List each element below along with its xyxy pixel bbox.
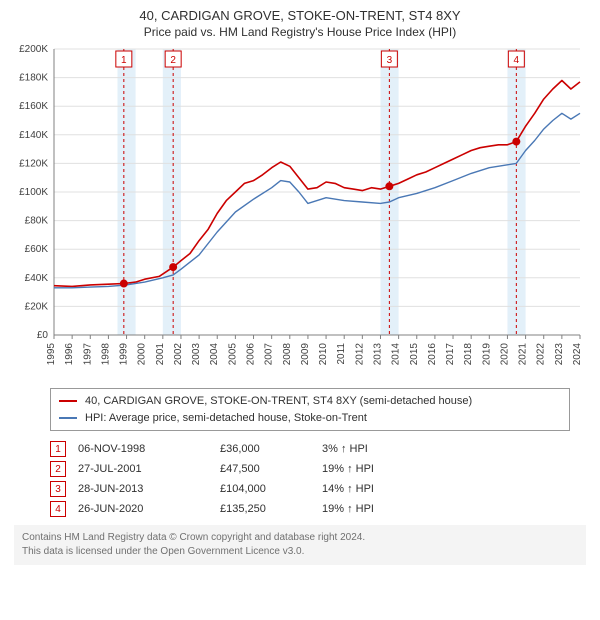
svg-text:1996: 1996 xyxy=(64,343,75,366)
svg-text:2005: 2005 xyxy=(227,343,238,366)
svg-text:2022: 2022 xyxy=(536,343,547,366)
sale-pct: 3% ↑ HPI xyxy=(322,443,432,455)
sale-price: £135,250 xyxy=(220,503,310,515)
sale-badge: 3 xyxy=(50,481,66,497)
svg-text:£120K: £120K xyxy=(19,158,48,169)
sale-date: 06-NOV-1998 xyxy=(78,443,208,455)
footer-notice: Contains HM Land Registry data © Crown c… xyxy=(14,525,586,565)
sale-date: 27-JUL-2001 xyxy=(78,463,208,475)
svg-text:£60K: £60K xyxy=(25,244,49,255)
svg-text:2000: 2000 xyxy=(137,343,148,366)
svg-text:2013: 2013 xyxy=(372,343,383,366)
table-row: 4 26-JUN-2020 £135,250 19% ↑ HPI xyxy=(50,499,590,519)
legend-swatch xyxy=(59,417,77,419)
svg-text:£140K: £140K xyxy=(19,130,48,141)
sale-date: 26-JUN-2020 xyxy=(78,503,208,515)
svg-text:2007: 2007 xyxy=(264,343,275,366)
svg-text:2: 2 xyxy=(170,55,176,66)
sale-price: £104,000 xyxy=(220,483,310,495)
sale-pct: 19% ↑ HPI xyxy=(322,463,432,475)
svg-text:2008: 2008 xyxy=(282,343,293,366)
svg-text:2016: 2016 xyxy=(427,343,438,366)
line-chart: £0 £20K £40K £60K £80K £100K £120K £140K £160K £1… xyxy=(10,43,590,377)
legend-swatch xyxy=(59,400,77,402)
legend-item: 40, CARDIGAN GROVE, STOKE-ON-TRENT, ST4 … xyxy=(59,393,561,410)
sale-price: £47,500 xyxy=(220,463,310,475)
svg-text:2009: 2009 xyxy=(300,343,311,366)
sale-badge: 1 xyxy=(50,441,66,457)
table-row: 1 06-NOV-1998 £36,000 3% ↑ HPI xyxy=(50,439,590,459)
svg-text:2024: 2024 xyxy=(572,343,583,366)
footer-line: Contains HM Land Registry data © Crown c… xyxy=(22,531,578,545)
svg-text:£160K: £160K xyxy=(19,101,48,112)
svg-text:1998: 1998 xyxy=(100,343,111,366)
svg-text:2019: 2019 xyxy=(481,343,492,366)
legend: 40, CARDIGAN GROVE, STOKE-ON-TRENT, ST4 … xyxy=(50,388,570,431)
legend-item: HPI: Average price, semi-detached house,… xyxy=(59,410,561,427)
footer-line: This data is licensed under the Open Gov… xyxy=(22,545,578,559)
svg-text:£100K: £100K xyxy=(19,187,48,198)
svg-text:2001: 2001 xyxy=(155,343,166,366)
svg-text:£0: £0 xyxy=(37,330,49,341)
legend-label: HPI: Average price, semi-detached house,… xyxy=(85,410,367,427)
svg-text:2018: 2018 xyxy=(463,343,474,366)
svg-text:2006: 2006 xyxy=(246,343,257,366)
svg-text:2014: 2014 xyxy=(391,343,402,366)
svg-text:2017: 2017 xyxy=(445,343,456,366)
svg-text:4: 4 xyxy=(514,55,520,66)
page-title: 40, CARDIGAN GROVE, STOKE-ON-TRENT, ST4 … xyxy=(10,8,590,23)
svg-text:2002: 2002 xyxy=(173,343,184,366)
svg-text:£180K: £180K xyxy=(19,73,48,84)
svg-text:2011: 2011 xyxy=(336,343,347,365)
legend-label: 40, CARDIGAN GROVE, STOKE-ON-TRENT, ST4 … xyxy=(85,393,472,410)
svg-text:2012: 2012 xyxy=(354,343,365,366)
table-row: 2 27-JUL-2001 £47,500 19% ↑ HPI xyxy=(50,459,590,479)
svg-text:2003: 2003 xyxy=(191,343,202,366)
svg-text:2004: 2004 xyxy=(209,343,220,366)
chart-area: £0 £20K £40K £60K £80K £100K £120K £140K £160K £1… xyxy=(10,43,590,382)
svg-text:£40K: £40K xyxy=(25,273,49,284)
svg-text:£20K: £20K xyxy=(25,301,49,312)
svg-text:2010: 2010 xyxy=(318,343,329,366)
svg-text:£200K: £200K xyxy=(19,44,48,55)
svg-text:1: 1 xyxy=(121,55,127,66)
sales-table: 1 06-NOV-1998 £36,000 3% ↑ HPI 2 27-JUL-… xyxy=(50,439,590,519)
sale-badge: 2 xyxy=(50,461,66,477)
sale-pct: 14% ↑ HPI xyxy=(322,483,432,495)
svg-text:£80K: £80K xyxy=(25,216,49,227)
svg-text:2021: 2021 xyxy=(518,343,529,366)
svg-text:1995: 1995 xyxy=(46,343,57,366)
sale-pct: 19% ↑ HPI xyxy=(322,503,432,515)
sale-price: £36,000 xyxy=(220,443,310,455)
page-root: 40, CARDIGAN GROVE, STOKE-ON-TRENT, ST4 … xyxy=(0,0,600,620)
svg-text:2020: 2020 xyxy=(499,343,510,366)
svg-text:3: 3 xyxy=(387,55,393,66)
sale-badge: 4 xyxy=(50,501,66,517)
svg-text:1999: 1999 xyxy=(119,343,130,366)
sale-date: 28-JUN-2013 xyxy=(78,483,208,495)
table-row: 3 28-JUN-2013 £104,000 14% ↑ HPI xyxy=(50,479,590,499)
svg-text:1997: 1997 xyxy=(82,343,93,366)
svg-text:2023: 2023 xyxy=(554,343,565,366)
page-subtitle: Price paid vs. HM Land Registry's House … xyxy=(10,25,590,39)
svg-text:2015: 2015 xyxy=(409,343,420,366)
